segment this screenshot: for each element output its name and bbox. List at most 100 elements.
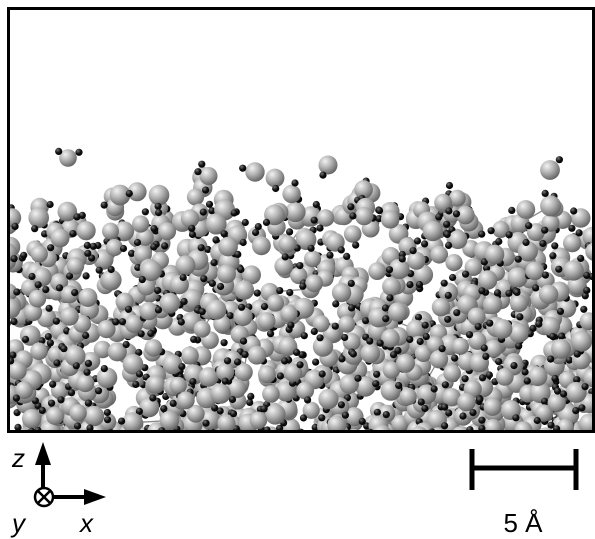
silicon-atom	[355, 207, 374, 226]
silicon-atom	[147, 375, 166, 394]
silicon-atom	[516, 200, 536, 219]
hydrogen-atom	[465, 331, 474, 339]
hydrogen-atom	[241, 351, 249, 359]
hydrogen-atom	[373, 370, 381, 378]
hydrogen-atom	[138, 276, 146, 284]
hydrogen-atom	[443, 220, 451, 228]
hydrogen-atom	[479, 374, 487, 382]
hydrogen-atom	[535, 320, 543, 328]
silicon-atom	[535, 404, 553, 422]
silicon-atom	[249, 411, 268, 429]
silicon-atom	[412, 264, 434, 285]
hydrogen-atom	[414, 313, 423, 321]
hydrogen-atom	[155, 209, 163, 217]
hydrogen-atom	[560, 390, 568, 398]
silicon-atom	[430, 245, 449, 264]
hydrogen-atom	[52, 317, 61, 325]
silicon-atom	[354, 180, 373, 199]
silicon-atom	[484, 244, 505, 265]
silicon-atom	[482, 294, 503, 315]
silicon-atom	[175, 255, 196, 276]
silicon-atom	[339, 374, 359, 394]
hydrogen-atom	[100, 201, 108, 209]
silicon-atom	[252, 236, 271, 256]
hydrogen-atom	[476, 396, 484, 404]
silicon-atom	[23, 303, 43, 322]
silicon-atom	[563, 233, 582, 253]
hydrogen-atom	[444, 291, 452, 299]
silicon-atom	[206, 299, 227, 320]
hydrogen-atom	[48, 399, 56, 407]
silicon-atom	[180, 209, 200, 228]
hydrogen-atom	[147, 329, 155, 338]
silicon-atom	[9, 208, 22, 228]
hydrogen-atom	[13, 288, 21, 296]
hydrogen-atom	[75, 148, 83, 156]
hydrogen-atom	[150, 243, 158, 251]
hydrogen-atom	[154, 286, 162, 295]
hydrogen-atom	[459, 412, 467, 420]
hydrogen-atom	[568, 224, 576, 232]
hydrogen-atom	[533, 416, 541, 425]
silicon-atom	[318, 388, 339, 410]
x-arrow-head	[84, 489, 106, 505]
hydrogen-atom	[331, 322, 339, 330]
hydrogen-atom	[296, 262, 304, 270]
silicon-atom	[389, 258, 410, 280]
hydrogen-atom	[451, 354, 459, 362]
silicon-atom	[373, 424, 391, 431]
silicon-atom	[285, 201, 306, 223]
hydrogen-atom	[38, 337, 46, 345]
hydrogen-atom	[372, 380, 380, 388]
hydrogen-atom	[67, 389, 76, 397]
silicon-atom	[567, 276, 587, 295]
hydrogen-atom	[299, 282, 307, 290]
silicon-atom	[452, 426, 470, 431]
silicon-atom	[234, 280, 255, 300]
hydrogen-atom	[180, 297, 188, 306]
silicon-atom	[278, 337, 298, 356]
hydrogen-atom	[487, 227, 495, 235]
silicon-atom	[431, 298, 451, 317]
hydrogen-atom	[286, 288, 294, 297]
hydrogen-atom	[366, 337, 374, 345]
silicon-atom	[132, 215, 150, 233]
hydrogen-atom	[46, 339, 55, 347]
hydrogen-atom	[395, 381, 403, 390]
hydrogen-atom	[13, 409, 21, 417]
hydrogen-atom	[553, 425, 561, 431]
z-label: z	[11, 443, 25, 473]
silicon-atom	[93, 340, 112, 359]
hydrogen-atom	[69, 230, 77, 238]
hydrogen-atom	[541, 397, 549, 405]
silicon-atom	[399, 387, 417, 406]
hydrogen-atom	[137, 330, 145, 338]
hydrogen-atom	[421, 240, 429, 248]
silicon-atom	[139, 301, 159, 321]
hydrogen-atom	[394, 346, 402, 355]
hydrogen-atom	[103, 408, 111, 417]
hydrogen-atom	[252, 228, 260, 237]
axis-triad: z y x	[10, 442, 106, 538]
hydrogen-atom	[211, 404, 219, 412]
hydrogen-atom	[505, 231, 513, 239]
hydrogen-atom	[82, 272, 90, 280]
hydrogen-atom	[521, 368, 529, 376]
hydrogen-atom	[260, 303, 269, 311]
silicon-atom	[205, 213, 227, 235]
silicon-atom	[316, 209, 335, 227]
hydrogen-atom	[194, 168, 202, 176]
hydrogen-atom	[178, 363, 186, 371]
silicon-atom	[274, 256, 294, 276]
silicon-atom	[368, 262, 387, 280]
hydrogen-atom	[150, 225, 158, 233]
hydrogen-atom	[71, 289, 79, 297]
hydrogen-atom	[74, 422, 82, 430]
silicon-atom	[9, 298, 21, 319]
silicon-atom	[101, 269, 122, 291]
silicon-atom	[509, 323, 529, 343]
hydrogen-atom	[386, 294, 394, 302]
silicon-atom	[257, 365, 276, 384]
hydrogen-atom	[474, 323, 482, 331]
hydrogen-atom	[415, 281, 424, 289]
